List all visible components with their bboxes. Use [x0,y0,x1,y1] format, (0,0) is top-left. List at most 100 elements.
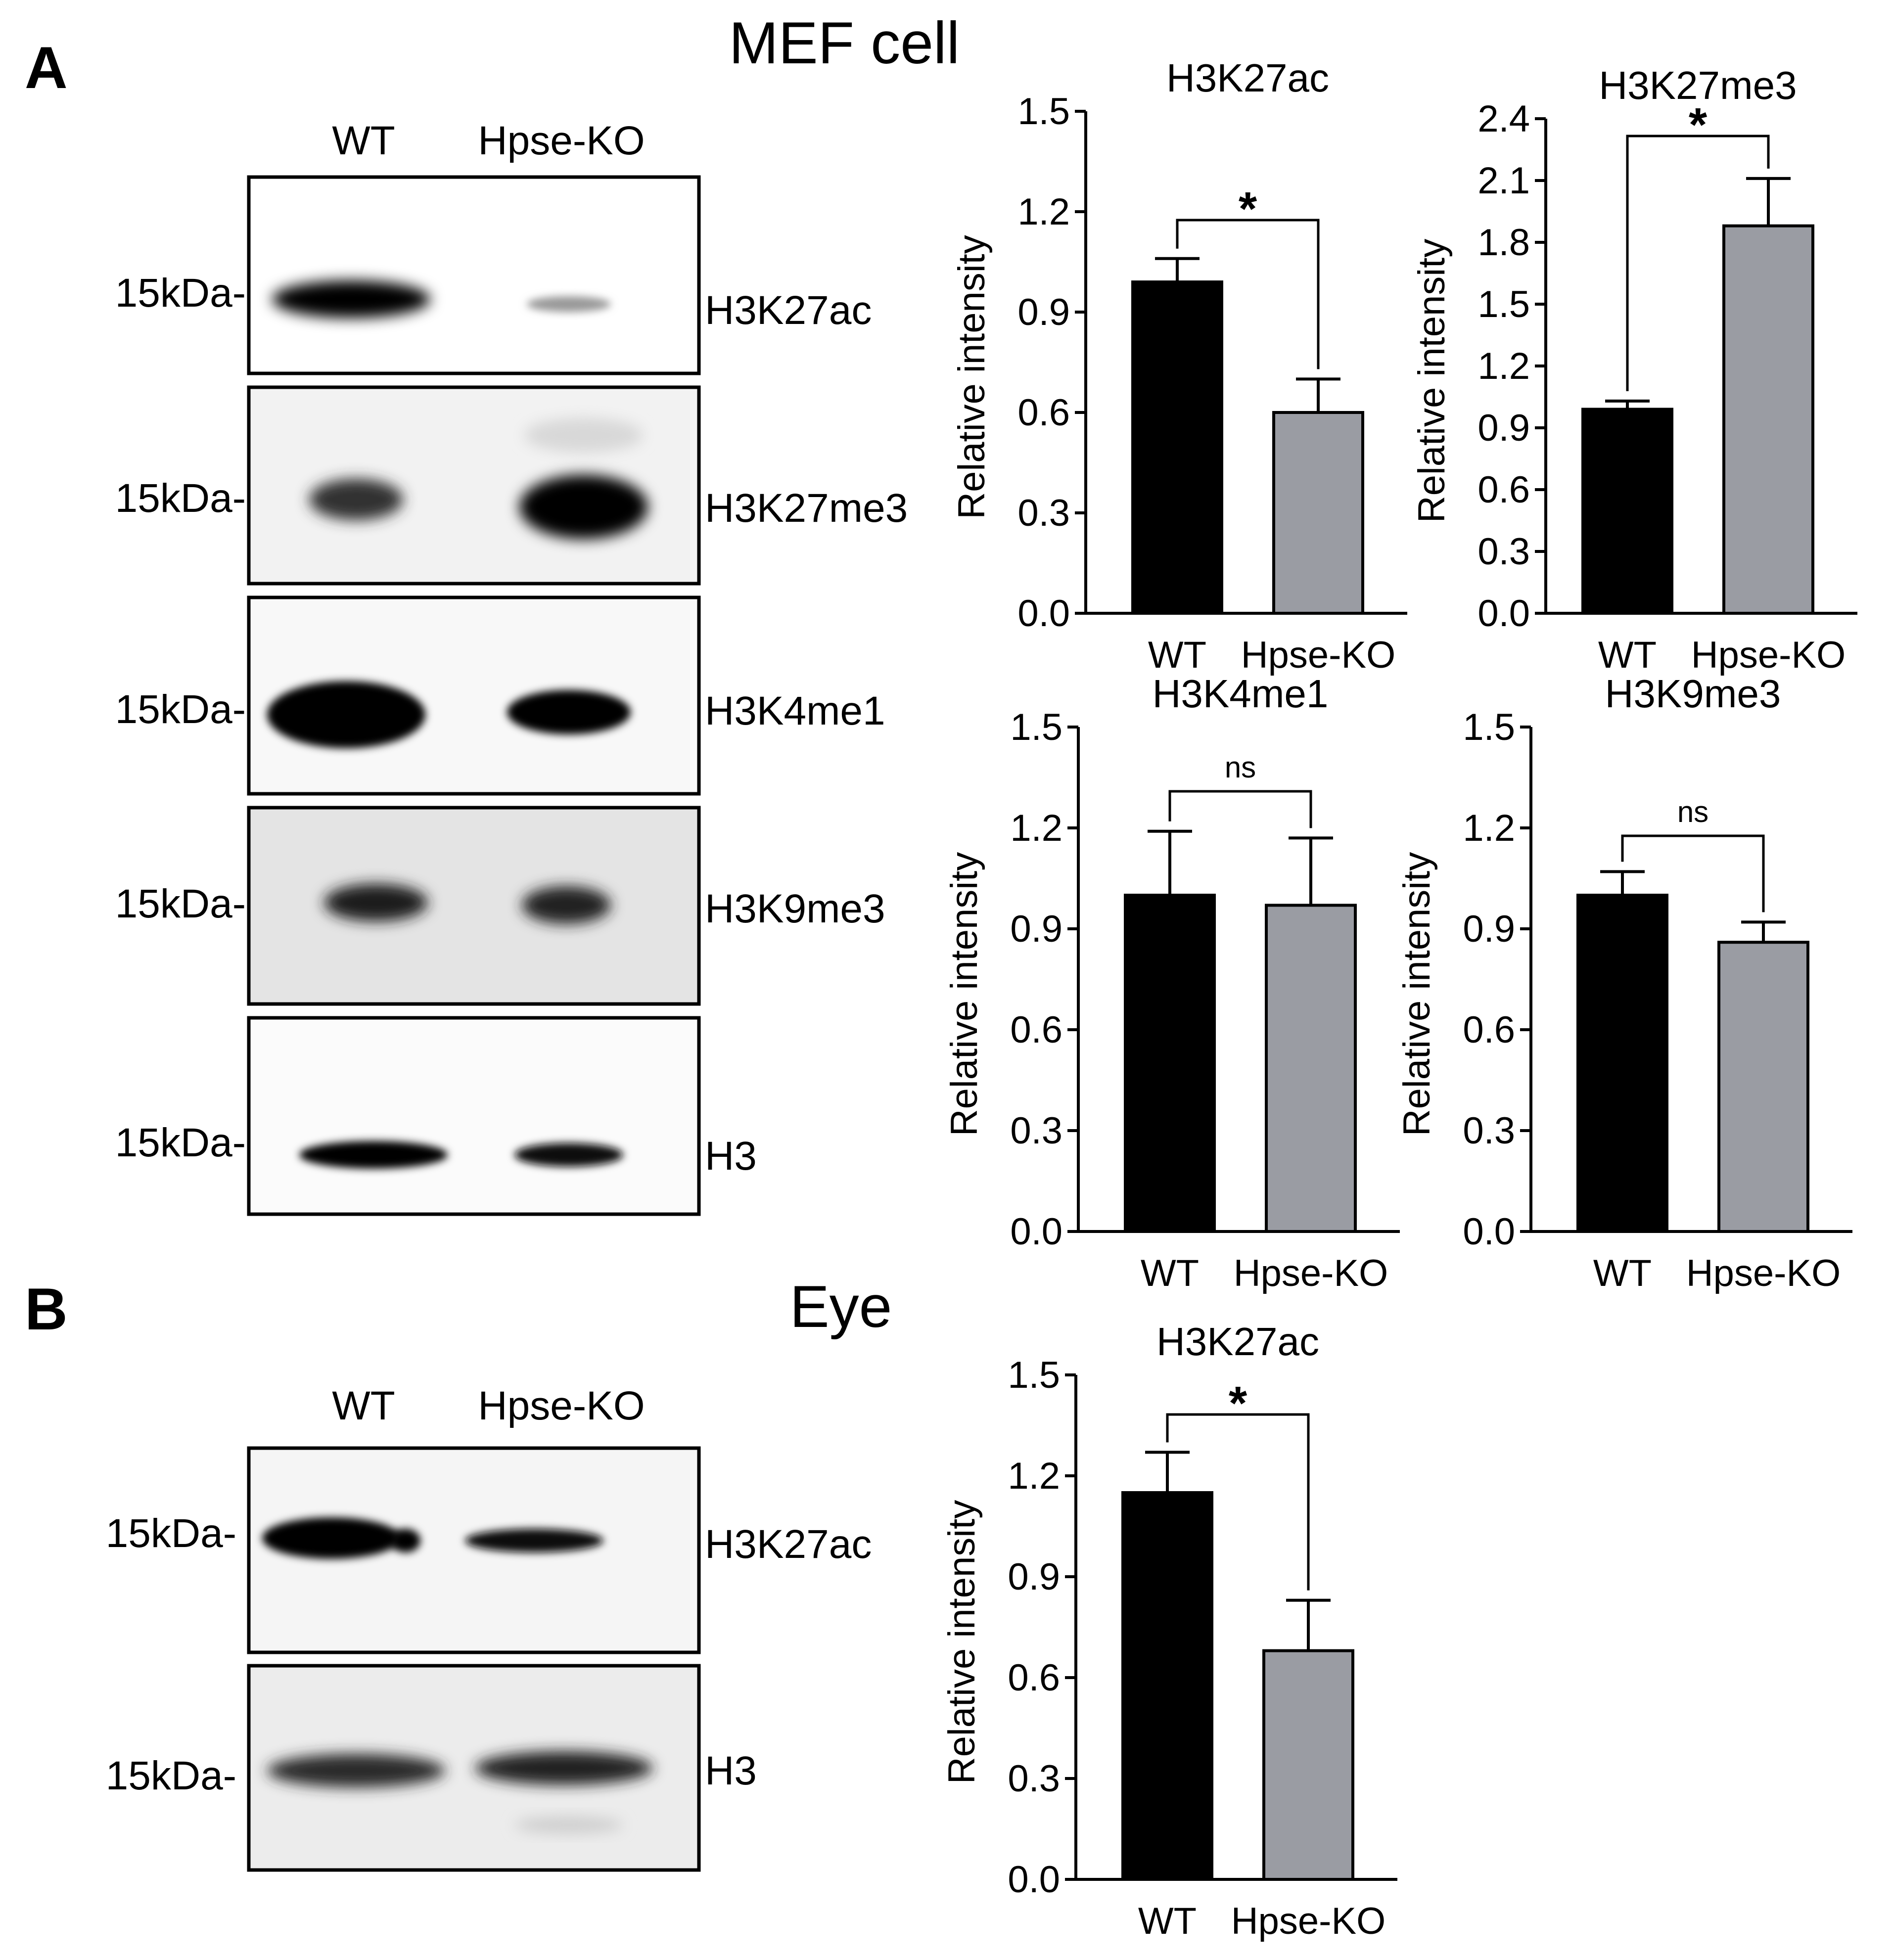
x-tick-label: WT [1148,634,1206,676]
blot-label-h3k4me1: H3K4me1 [705,688,885,733]
significance-label: ns [1225,751,1256,784]
chart-title: H3K27ac [1156,1320,1319,1364]
significance-bracket [1168,790,1312,828]
blot-marker: 15kDa- [115,1120,246,1165]
y-tick-label: 0.0 [1010,1211,1062,1253]
y-tick-label: 1.2 [1477,345,1530,387]
chart-h3k27ac-mef: 0.0 0.3 0.6 0.9 1.2 1.5 Relative intensity H3K2… [951,56,1407,676]
y-tick-label: 0.3 [1477,531,1530,573]
blot-h3k27ac [247,175,701,375]
chart-title: H3K4me1 [1153,672,1329,716]
blot-marker: 15kDa- [106,1753,236,1798]
significance-label: ns [1677,795,1708,828]
y-tick-label: 1.2 [1017,191,1070,233]
lane-label-ko: Hpse-KO [478,118,645,163]
lane-label-wt: WT [332,1383,395,1428]
y-tick-label: 0.9 [1017,291,1070,333]
panel-letter-b: B [25,1276,68,1342]
chart-title: H3K27ac [1166,56,1329,100]
y-tick-label: 0.3 [1017,492,1070,534]
y-tick-label: 1.2 [1008,1455,1060,1497]
y-tick-label: 1.5 [1010,706,1062,748]
y-tick-label: 1.5 [1477,283,1530,325]
bar-hpse-ko [1717,941,1809,1233]
blot-eye-h3k27ac [247,1446,701,1654]
bar-hpse-ko [1262,1649,1354,1881]
blot-h3 [247,1016,701,1216]
bar-hpse-ko [1272,411,1364,615]
y-axis-label: Relative intensity [1396,852,1438,1137]
significance-bracket [1176,219,1320,369]
y-tick-label: 0.9 [1010,908,1062,950]
panel-b-title: Eye [790,1274,892,1340]
blot-label-h3k27ac: H3K27ac [705,1522,872,1567]
bar-hpse-ko [1722,224,1814,615]
significance-bracket [1621,834,1765,912]
blot-h3k4me1 [247,595,701,796]
blot-marker: 15kDa- [115,687,246,732]
y-tick-label: 0.3 [1010,1110,1062,1152]
blot-label-h3k27ac: H3K27ac [705,288,872,333]
blot-eye-h3 [247,1664,701,1872]
chart-h3k27ac-eye: 0.0 0.3 0.6 0.9 1.2 1.5 Relative intensity H3K2… [941,1320,1397,1942]
lane-label-wt: WT [332,118,395,163]
significance-label: * [1239,182,1257,235]
lane-label-ko: Hpse-KO [478,1383,645,1428]
chart-title: H3K27me3 [1599,63,1797,107]
significance-label: * [1689,98,1708,151]
significance-bracket [1626,135,1770,391]
y-tick-label: 1.5 [1008,1354,1060,1396]
significance-bracket [1166,1413,1310,1591]
x-tick-label: Hpse-KO [1691,634,1846,676]
panel-a-title: MEF cell [729,10,960,76]
blot-h3k9me3 [247,806,701,1006]
y-axis-label: Relative intensity [943,852,985,1137]
y-tick-label: 0.6 [1463,1009,1515,1051]
y-tick-label: 0.0 [1008,1859,1060,1901]
y-tick-label: 0.6 [1477,469,1530,511]
x-tick-label: Hpse-KO [1241,634,1396,676]
y-tick-label: 0.9 [1477,407,1530,449]
blot-marker: 15kDa- [106,1511,236,1556]
y-tick-label: 0.6 [1017,392,1070,434]
y-tick-label: 1.2 [1463,807,1515,849]
x-tick-label: Hpse-KO [1234,1252,1388,1294]
y-tick-label: 0.0 [1017,593,1070,635]
blot-label-h3k27me3: H3K27me3 [705,486,908,531]
y-axis-label: Relative intensity [951,235,993,519]
blot-label-h3k9me3: H3K9me3 [705,886,885,931]
panel-letter-a: A [25,35,68,101]
y-axis-label: Relative intensity [941,1500,983,1784]
bar-wt [1124,894,1216,1233]
blot-marker: 15kDa- [115,271,246,316]
y-axis-label: Relative intensity [1411,239,1453,523]
x-tick-label: WT [1598,634,1657,676]
y-tick-label: 0.3 [1008,1758,1060,1800]
y-tick-label: 0.0 [1477,593,1530,635]
significance-label: * [1229,1377,1247,1430]
x-tick-label: Hpse-KO [1231,1900,1386,1942]
y-tick-label: 0.9 [1463,908,1515,950]
blot-h3k27me3 [247,385,701,586]
y-tick-label: 0.9 [1008,1556,1060,1598]
y-tick-label: 1.8 [1477,222,1530,264]
y-tick-label: 0.6 [1010,1009,1062,1051]
y-tick-label: 2.4 [1477,98,1530,140]
y-tick-label: 2.1 [1477,160,1530,202]
blot-label-h3: H3 [705,1748,757,1793]
y-tick-label: 0.0 [1463,1211,1515,1253]
y-tick-label: 1.5 [1463,706,1515,748]
y-tick-label: 0.6 [1008,1657,1060,1699]
y-tick-label: 0.3 [1463,1110,1515,1152]
x-tick-label: WT [1138,1900,1197,1942]
bar-wt [1121,1491,1213,1881]
chart-h3k4me1-mef: 0.0 0.3 0.6 0.9 1.2 1.5 Relative intensity H3K4… [943,672,1400,1294]
y-tick-label: 1.5 [1017,91,1070,133]
blot-marker: 15kDa- [115,476,246,521]
chart-h3k27me3-mef: 0.0 0.3 0.6 0.9 1.2 1.5 1.8 2.1 2.4 Relative inte… [1411,63,1857,676]
chart-title: H3K9me3 [1605,672,1781,716]
y-tick-label: 1.2 [1010,807,1062,849]
bar-wt [1581,408,1673,615]
chart-h3k9me3-mef: 0.0 0.3 0.6 0.9 1.2 1.5 Relative intensity H3K9… [1396,672,1852,1294]
